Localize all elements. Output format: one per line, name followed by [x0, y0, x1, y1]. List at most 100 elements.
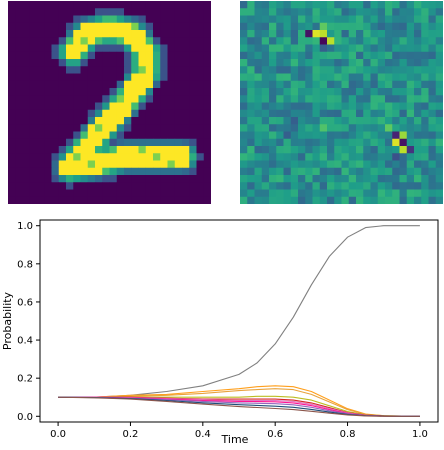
gradient-pixel: [319, 189, 328, 198]
digit-pixel: [22, 138, 31, 147]
digit-pixel: [102, 51, 110, 60]
digit-pixel: [196, 80, 205, 89]
gradient-pixel: [334, 175, 342, 183]
digit-pixel: [116, 30, 125, 38]
digit-pixel: [58, 8, 67, 16]
digit-pixel: [66, 167, 74, 176]
digit-pixel: [58, 102, 67, 111]
gradient-pixel: [290, 22, 299, 31]
digit-pixel: [29, 131, 38, 140]
digit-pixel: [174, 167, 183, 176]
gradient-pixel: [414, 59, 422, 67]
digit-pixel: [37, 88, 45, 96]
gradient-pixel: [406, 124, 415, 132]
digit-pixel: [189, 37, 197, 45]
gradient-pixel: [399, 51, 408, 60]
digit-pixel: [58, 51, 67, 60]
digit-pixel: [109, 138, 118, 147]
gradient-pixel: [290, 175, 299, 183]
digit-pixel: [196, 167, 205, 176]
gradient-pixel: [370, 175, 379, 183]
gradient-pixel: [377, 80, 386, 89]
digit-pixel: [109, 160, 118, 169]
digit-pixel: [160, 124, 168, 132]
digit-pixel: [8, 153, 16, 161]
digit-pixel: [203, 167, 212, 176]
digit-pixel: [116, 138, 125, 147]
digit-pixel: [109, 59, 118, 67]
gradient-pixel: [385, 175, 393, 183]
gradient-pixel: [290, 51, 299, 60]
digit-pixel: [189, 30, 197, 38]
digit-pixel: [37, 182, 45, 190]
digit-pixel: [37, 44, 45, 53]
gradient-pixel: [334, 1, 342, 9]
digit-pixel: [15, 182, 23, 190]
digit-pixel: [131, 167, 139, 176]
digit-pixel: [145, 51, 154, 60]
gradient-pixel: [356, 37, 364, 45]
gradient-pixel: [298, 124, 306, 132]
gradient-pixel: [370, 182, 379, 190]
digit-pixel: [182, 196, 190, 205]
gradient-pixel: [327, 117, 335, 125]
gradient-pixel: [421, 175, 429, 183]
digit-pixel: [22, 22, 31, 31]
digit-pixel: [124, 37, 132, 45]
gradient-pixel: [370, 59, 379, 67]
gradient-pixel: [377, 175, 386, 183]
digit-pixel: [80, 95, 89, 103]
digit-pixel: [203, 102, 212, 111]
digit-pixel: [138, 51, 147, 60]
digit-pixel: [131, 102, 139, 111]
digit-pixel: [95, 189, 103, 198]
gradient-pixel: [319, 102, 328, 111]
digit-pixel: [167, 102, 176, 111]
digit-pixel: [51, 1, 60, 9]
digit-pixel: [102, 167, 110, 176]
gradient-pixel: [261, 37, 270, 45]
gradient-pixel: [327, 66, 335, 74]
digit-pixel: [153, 167, 161, 176]
gradient-pixel: [261, 138, 270, 147]
gradient-pixel: [254, 22, 263, 31]
digit-heatmap-svg: [8, 1, 212, 205]
digit-pixel: [37, 160, 45, 169]
gradient-pixel: [240, 109, 248, 118]
gradient-pixel: [269, 51, 277, 60]
digit-pixel: [138, 167, 147, 176]
digit-pixel: [87, 95, 96, 103]
digit-pixel: [37, 80, 45, 89]
digit-pixel: [8, 8, 16, 16]
digit-pixel: [29, 109, 38, 118]
gradient-pixel: [363, 167, 371, 176]
gradient-pixel: [356, 146, 364, 154]
gradient-pixel: [341, 109, 350, 118]
digit-pixel: [44, 37, 52, 45]
gradient-pixel: [254, 95, 263, 103]
digit-pixel: [102, 88, 110, 96]
digit-pixel: [80, 51, 89, 60]
y-tick-label: 0.6: [17, 297, 33, 308]
digit-pixel: [109, 146, 118, 154]
digit-pixel: [174, 153, 183, 161]
gradient-pixel: [247, 51, 255, 60]
digit-pixel: [8, 160, 16, 169]
gradient-pixel: [283, 102, 292, 111]
gradient-pixel: [240, 22, 248, 31]
gradient-pixel: [399, 1, 408, 9]
digit-pixel: [124, 30, 132, 38]
digit-pixel: [116, 117, 125, 125]
digit-pixel: [109, 22, 118, 31]
gradient-pixel: [348, 15, 357, 24]
digit-pixel: [182, 73, 190, 82]
digit-pixel: [203, 44, 212, 53]
gradient-pixel: [240, 160, 248, 169]
digit-pixel: [138, 109, 147, 118]
gradient-pixel: [240, 59, 248, 67]
digit-pixel: [15, 37, 23, 45]
digit-pixel: [109, 44, 118, 53]
digit-pixel: [102, 124, 110, 132]
digit-pixel: [124, 88, 132, 96]
gradient-pixel: [392, 95, 400, 103]
